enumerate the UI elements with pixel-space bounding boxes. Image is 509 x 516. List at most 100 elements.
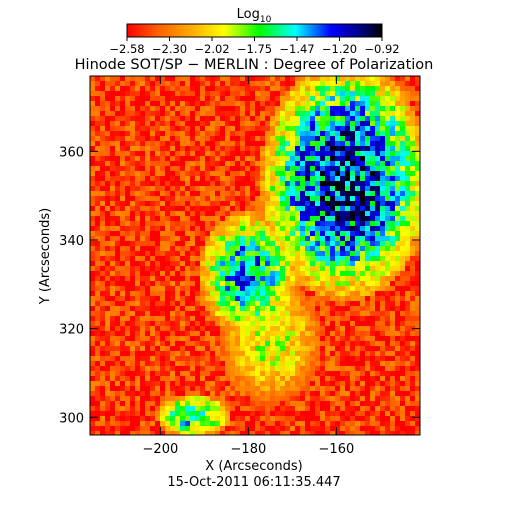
heatmap-cell: [375, 401, 381, 407]
heatmap-cell: [115, 231, 121, 237]
heatmap-cell: [375, 241, 381, 247]
heatmap-cell: [275, 261, 281, 267]
heatmap-cell: [390, 171, 396, 177]
heatmap-cell: [330, 316, 336, 322]
heatmap-cell: [230, 321, 236, 327]
heatmap-cell: [410, 246, 416, 252]
heatmap-cell: [140, 371, 146, 377]
heatmap-cell: [270, 241, 276, 247]
heatmap-cell: [210, 266, 216, 272]
heatmap-cell: [135, 196, 141, 202]
heatmap-cell: [330, 96, 336, 102]
heatmap-cell: [315, 121, 321, 127]
heatmap-cell: [225, 386, 231, 392]
heatmap-cell: [310, 406, 316, 412]
heatmap-cell: [170, 106, 176, 112]
heatmap-cell: [295, 316, 301, 322]
heatmap-cell: [125, 116, 131, 122]
heatmap-cell: [95, 191, 101, 197]
heatmap-cell: [175, 166, 181, 172]
heatmap-cell: [295, 81, 301, 87]
heatmap-cell: [100, 156, 106, 162]
heatmap-cell: [220, 256, 226, 262]
heatmap-cell: [290, 256, 296, 262]
heatmap-cell: [195, 356, 201, 362]
heatmap-cell: [330, 376, 336, 382]
heatmap-cell: [235, 336, 241, 342]
heatmap-cell: [215, 421, 221, 427]
heatmap-cell: [280, 111, 286, 117]
heatmap-cell: [370, 406, 376, 412]
heatmap-cell: [320, 371, 326, 377]
heatmap-cell: [160, 336, 166, 342]
heatmap-cell: [220, 111, 226, 117]
heatmap-cell: [350, 96, 356, 102]
heatmap-cell: [290, 301, 296, 307]
heatmap-cell: [250, 121, 256, 127]
heatmap-cell: [115, 261, 121, 267]
heatmap-cell: [110, 181, 116, 187]
heatmap-cell: [355, 221, 361, 227]
heatmap-cell: [200, 316, 206, 322]
heatmap-cell: [340, 406, 346, 412]
heatmap-cell: [170, 171, 176, 177]
heatmap-cell: [195, 176, 201, 182]
heatmap-cell: [385, 151, 391, 157]
heatmap-cell: [305, 191, 311, 197]
heatmap-cell: [120, 116, 126, 122]
heatmap-cell: [255, 321, 261, 327]
heatmap-cell: [355, 91, 361, 97]
heatmap-cell: [165, 241, 171, 247]
heatmap-cell: [95, 281, 101, 287]
heatmap-cell: [165, 351, 171, 357]
heatmap-cell: [110, 116, 116, 122]
heatmap-cell: [125, 91, 131, 97]
heatmap-cell: [305, 261, 311, 267]
heatmap-cell: [140, 431, 146, 435]
heatmap-cell: [195, 206, 201, 212]
heatmap-cell: [120, 276, 126, 282]
heatmap-cell: [370, 186, 376, 192]
heatmap-cell: [400, 246, 406, 252]
heatmap-cell: [230, 216, 236, 222]
heatmap-cell: [180, 251, 186, 257]
heatmap-cell: [170, 266, 176, 272]
heatmap-cell: [170, 166, 176, 172]
heatmap-cell: [165, 86, 171, 92]
heatmap-cell: [320, 86, 326, 92]
heatmap-cell: [150, 186, 156, 192]
heatmap-cell: [135, 306, 141, 312]
heatmap-cell: [105, 196, 111, 202]
heatmap-cell: [395, 386, 401, 392]
heatmap-cell: [395, 296, 401, 302]
heatmap-cell: [150, 261, 156, 267]
heatmap-cell: [270, 101, 276, 107]
heatmap-cell: [370, 201, 376, 207]
heatmap-cell: [285, 216, 291, 222]
heatmap-cell: [195, 261, 201, 267]
heatmap-cell: [120, 321, 126, 327]
heatmap-cell: [265, 201, 271, 207]
heatmap-cell: [240, 181, 246, 187]
heatmap-cell: [405, 91, 411, 97]
heatmap-cell: [385, 86, 391, 92]
heatmap-cell: [315, 276, 321, 282]
heatmap-cell: [195, 241, 201, 247]
heatmap-cell: [375, 286, 381, 292]
heatmap-cell: [415, 111, 420, 117]
heatmap-cell: [390, 206, 396, 212]
heatmap-cell: [400, 376, 406, 382]
heatmap-cell: [170, 286, 176, 292]
heatmap-cell: [260, 426, 266, 432]
heatmap-cell: [125, 136, 131, 142]
heatmap-cell: [410, 336, 416, 342]
heatmap-cell: [100, 351, 106, 357]
heatmap-cell: [350, 326, 356, 332]
heatmap-cell: [260, 221, 266, 227]
heatmap-cell: [180, 236, 186, 242]
heatmap-cell: [295, 276, 301, 282]
heatmap-cell: [285, 346, 291, 352]
heatmap-cell: [410, 171, 416, 177]
heatmap-cell: [295, 306, 301, 312]
